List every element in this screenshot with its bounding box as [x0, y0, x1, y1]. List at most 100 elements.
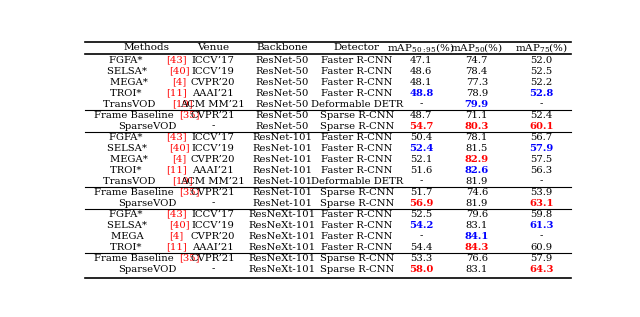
Text: 57.9: 57.9 [530, 254, 552, 262]
Text: CVPR’21: CVPR’21 [191, 188, 236, 197]
Text: 57.9: 57.9 [529, 144, 554, 152]
Text: Sparse R-CNN: Sparse R-CNN [319, 198, 394, 208]
Text: ResNet-50: ResNet-50 [256, 121, 309, 131]
Text: ACM MM’21: ACM MM’21 [180, 177, 245, 185]
Text: 82.6: 82.6 [465, 165, 489, 175]
Text: Venue: Venue [197, 43, 229, 52]
Text: Faster R-CNN: Faster R-CNN [321, 78, 392, 87]
Text: ResNet-50: ResNet-50 [256, 111, 309, 120]
Text: ResNet-50: ResNet-50 [256, 67, 309, 75]
Text: ICCV’17: ICCV’17 [191, 210, 234, 218]
Text: -: - [211, 198, 214, 208]
Text: ResNet-101: ResNet-101 [252, 198, 312, 208]
Text: ResNet-50: ResNet-50 [256, 100, 309, 108]
Text: FGFA*: FGFA* [109, 133, 145, 142]
Text: Frame Baseline: Frame Baseline [94, 111, 177, 120]
Text: 74.7: 74.7 [466, 55, 488, 65]
Text: 74.6: 74.6 [466, 188, 488, 197]
Text: 78.1: 78.1 [466, 133, 488, 142]
Text: ICCV’19: ICCV’19 [191, 144, 234, 152]
Text: Faster R-CNN: Faster R-CNN [321, 221, 392, 230]
Text: TransVOD: TransVOD [103, 100, 159, 108]
Text: 57.5: 57.5 [530, 155, 552, 164]
Text: 51.7: 51.7 [410, 188, 433, 197]
Text: CVPR’21: CVPR’21 [191, 111, 236, 120]
Text: AAAI’21: AAAI’21 [192, 165, 234, 175]
Text: 52.2: 52.2 [530, 78, 552, 87]
Text: -: - [420, 100, 423, 108]
Text: Faster R-CNN: Faster R-CNN [321, 165, 392, 175]
Text: -: - [540, 177, 543, 185]
Text: MEGA*: MEGA* [110, 155, 151, 164]
Text: -: - [540, 231, 543, 241]
Text: Faster R-CNN: Faster R-CNN [321, 210, 392, 218]
Text: [40]: [40] [169, 67, 189, 75]
Text: 52.5: 52.5 [530, 67, 552, 75]
Text: 47.1: 47.1 [410, 55, 433, 65]
Text: MEGA: MEGA [111, 231, 147, 241]
Text: 71.1: 71.1 [465, 111, 488, 120]
Text: 56.7: 56.7 [530, 133, 552, 142]
Text: 81.9: 81.9 [466, 177, 488, 185]
Text: Faster R-CNN: Faster R-CNN [321, 133, 392, 142]
Text: 50.4: 50.4 [410, 133, 433, 142]
Text: ACM MM’21: ACM MM’21 [180, 100, 245, 108]
Text: ResNet-101: ResNet-101 [252, 133, 312, 142]
Text: [11]: [11] [166, 88, 187, 98]
Text: ResNeXt-101: ResNeXt-101 [249, 243, 316, 251]
Text: 83.1: 83.1 [466, 221, 488, 230]
Text: ResNet-101: ResNet-101 [252, 155, 312, 164]
Text: Backbone: Backbone [257, 43, 308, 52]
Text: SparseVOD: SparseVOD [118, 264, 176, 274]
Text: 78.4: 78.4 [466, 67, 488, 75]
Text: ResNet-50: ResNet-50 [256, 55, 309, 65]
Text: -: - [540, 100, 543, 108]
Text: Faster R-CNN: Faster R-CNN [321, 231, 392, 241]
Text: 60.1: 60.1 [529, 121, 554, 131]
Text: ResNet-50: ResNet-50 [256, 78, 309, 87]
Text: Sparse R-CNN: Sparse R-CNN [319, 111, 394, 120]
Text: 54.4: 54.4 [410, 243, 433, 251]
Text: Frame Baseline: Frame Baseline [94, 254, 177, 262]
Text: ResNet-50: ResNet-50 [256, 88, 309, 98]
Text: Faster R-CNN: Faster R-CNN [321, 144, 392, 152]
Text: mAP$_{75}$(%): mAP$_{75}$(%) [515, 41, 568, 54]
Text: [35]: [35] [179, 188, 200, 197]
Text: 80.3: 80.3 [465, 121, 489, 131]
Text: [43]: [43] [166, 55, 187, 65]
Text: ResNeXt-101: ResNeXt-101 [249, 210, 316, 218]
Text: 76.6: 76.6 [466, 254, 488, 262]
Text: SparseVOD: SparseVOD [118, 198, 176, 208]
Text: 58.0: 58.0 [409, 264, 433, 274]
Text: 54.7: 54.7 [409, 121, 433, 131]
Text: -: - [211, 264, 214, 274]
Text: 83.1: 83.1 [466, 264, 488, 274]
Text: ICCV’19: ICCV’19 [191, 221, 234, 230]
Text: [35]: [35] [179, 111, 200, 120]
Text: CVPR’21: CVPR’21 [191, 254, 236, 262]
Text: [4]: [4] [170, 231, 184, 241]
Text: 78.9: 78.9 [466, 88, 488, 98]
Text: ICCV’17: ICCV’17 [191, 133, 234, 142]
Text: CVPR’20: CVPR’20 [191, 155, 235, 164]
Text: Detector: Detector [334, 43, 380, 52]
Text: [4]: [4] [172, 155, 186, 164]
Text: 77.3: 77.3 [466, 78, 488, 87]
Text: -: - [420, 231, 423, 241]
Text: 52.1: 52.1 [410, 155, 433, 164]
Text: 51.6: 51.6 [410, 165, 433, 175]
Text: ResNeXt-101: ResNeXt-101 [249, 231, 316, 241]
Text: [40]: [40] [169, 221, 189, 230]
Text: MEGA*: MEGA* [110, 78, 151, 87]
Text: ICCV’17: ICCV’17 [191, 55, 234, 65]
Text: FGFA*: FGFA* [109, 55, 145, 65]
Text: CVPR’20: CVPR’20 [191, 78, 235, 87]
Text: AAAI’21: AAAI’21 [192, 243, 234, 251]
Text: Faster R-CNN: Faster R-CNN [321, 55, 392, 65]
Text: -: - [211, 121, 214, 131]
Text: TROI*: TROI* [110, 243, 145, 251]
Text: 52.4: 52.4 [530, 111, 552, 120]
Text: 81.5: 81.5 [466, 144, 488, 152]
Text: mAP$_{50}$(%): mAP$_{50}$(%) [450, 41, 504, 54]
Text: FGFA*: FGFA* [109, 210, 145, 218]
